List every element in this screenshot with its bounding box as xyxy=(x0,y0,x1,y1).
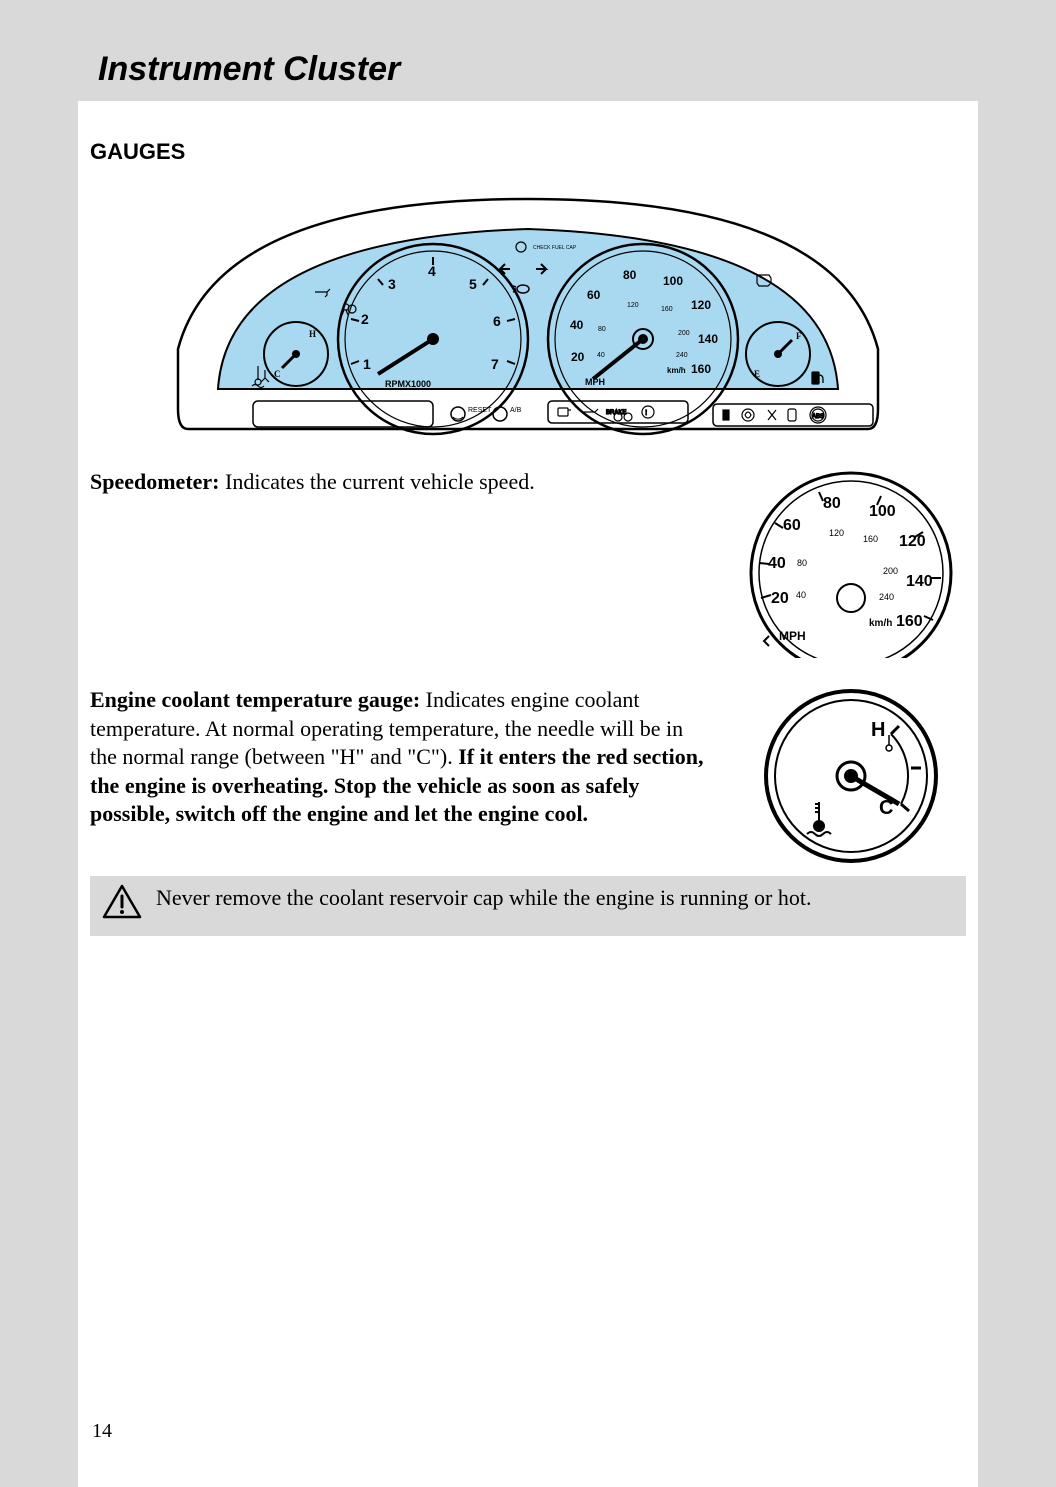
svg-text:200: 200 xyxy=(883,566,898,576)
svg-text:40: 40 xyxy=(796,590,806,600)
svg-text:4: 4 xyxy=(428,263,436,279)
section-heading: GAUGES xyxy=(90,139,966,165)
svg-text:200: 200 xyxy=(678,330,690,337)
warning-text: Never remove the coolant reservoir cap w… xyxy=(156,884,812,913)
speedometer-figure: 20 40 60 80 100 120 140 160 40 80 120 16… xyxy=(736,468,966,658)
svg-text:100: 100 xyxy=(869,503,896,520)
temp-h: H xyxy=(309,329,316,339)
svg-text:60: 60 xyxy=(783,517,801,534)
svg-text:160: 160 xyxy=(896,613,923,630)
svg-text:80: 80 xyxy=(823,495,841,512)
svg-text:80: 80 xyxy=(797,558,807,568)
chapter-title: Instrument Cluster xyxy=(98,50,978,89)
svg-text:A/B: A/B xyxy=(510,407,522,414)
svg-text:140: 140 xyxy=(906,573,933,590)
page: Instrument Cluster GAUGES H C xyxy=(78,38,978,1487)
cluster-svg: H C 1 2 xyxy=(158,179,898,439)
svg-text:km/h: km/h xyxy=(667,366,686,375)
coolant-section: Engine coolant temperature gauge: Indica… xyxy=(90,686,966,866)
svg-text:3: 3 xyxy=(388,276,396,292)
svg-text:!: ! xyxy=(645,409,647,417)
fuel-f: F xyxy=(796,331,802,341)
page-number: 14 xyxy=(92,1420,112,1443)
svg-text:20: 20 xyxy=(571,350,585,364)
svg-text:100: 100 xyxy=(663,274,683,288)
svg-text:160: 160 xyxy=(661,306,673,313)
temp-c: C xyxy=(274,369,281,379)
svg-text:40: 40 xyxy=(768,555,786,572)
svg-text:MPH: MPH xyxy=(585,377,605,387)
svg-text:km/h: km/h xyxy=(869,618,892,629)
warning-icon xyxy=(102,884,142,928)
svg-text:120: 120 xyxy=(899,533,926,550)
fuel-e: E xyxy=(754,369,760,379)
warning-callout: Never remove the coolant reservoir cap w… xyxy=(90,876,966,936)
svg-text:40: 40 xyxy=(597,352,605,359)
svg-text:1: 1 xyxy=(363,356,371,372)
svg-text:RESET: RESET xyxy=(468,407,492,414)
svg-text:80: 80 xyxy=(623,268,637,282)
svg-text:6: 6 xyxy=(493,313,501,329)
svg-text:140: 140 xyxy=(698,332,718,346)
svg-text:120: 120 xyxy=(829,528,844,538)
svg-text:160: 160 xyxy=(863,534,878,544)
svg-text:240: 240 xyxy=(676,352,688,359)
svg-text:40: 40 xyxy=(570,318,584,332)
svg-text:H: H xyxy=(871,719,885,741)
svg-text:CHECK FUEL CAP: CHECK FUEL CAP xyxy=(533,245,577,251)
coolant-lead: Engine coolant temperature gauge: xyxy=(90,687,420,712)
svg-text:80: 80 xyxy=(598,326,606,333)
svg-text:240: 240 xyxy=(879,592,894,602)
speedo-body: Indicates the current vehicle speed. xyxy=(220,469,535,494)
page-content: GAUGES H C xyxy=(78,101,978,936)
svg-text:ABS: ABS xyxy=(812,414,824,420)
svg-text:MPH: MPH xyxy=(779,629,806,643)
svg-text:120: 120 xyxy=(627,302,639,309)
svg-text:160: 160 xyxy=(691,362,711,376)
svg-text:RPMX1000: RPMX1000 xyxy=(385,379,431,389)
coolant-figure: H C xyxy=(736,686,966,866)
svg-text:5: 5 xyxy=(469,276,477,292)
svg-text:7: 7 xyxy=(491,356,499,372)
svg-text:20: 20 xyxy=(771,590,789,607)
instrument-cluster-figure: H C 1 2 xyxy=(90,179,966,444)
speedometer-section: Speedometer: Indicates the current vehic… xyxy=(90,468,966,658)
speedo-lead: Speedometer: xyxy=(90,469,220,494)
svg-text:60: 60 xyxy=(587,288,601,302)
svg-text:2: 2 xyxy=(361,311,369,327)
svg-text:120: 120 xyxy=(691,298,711,312)
chapter-header: Instrument Cluster xyxy=(78,38,978,101)
